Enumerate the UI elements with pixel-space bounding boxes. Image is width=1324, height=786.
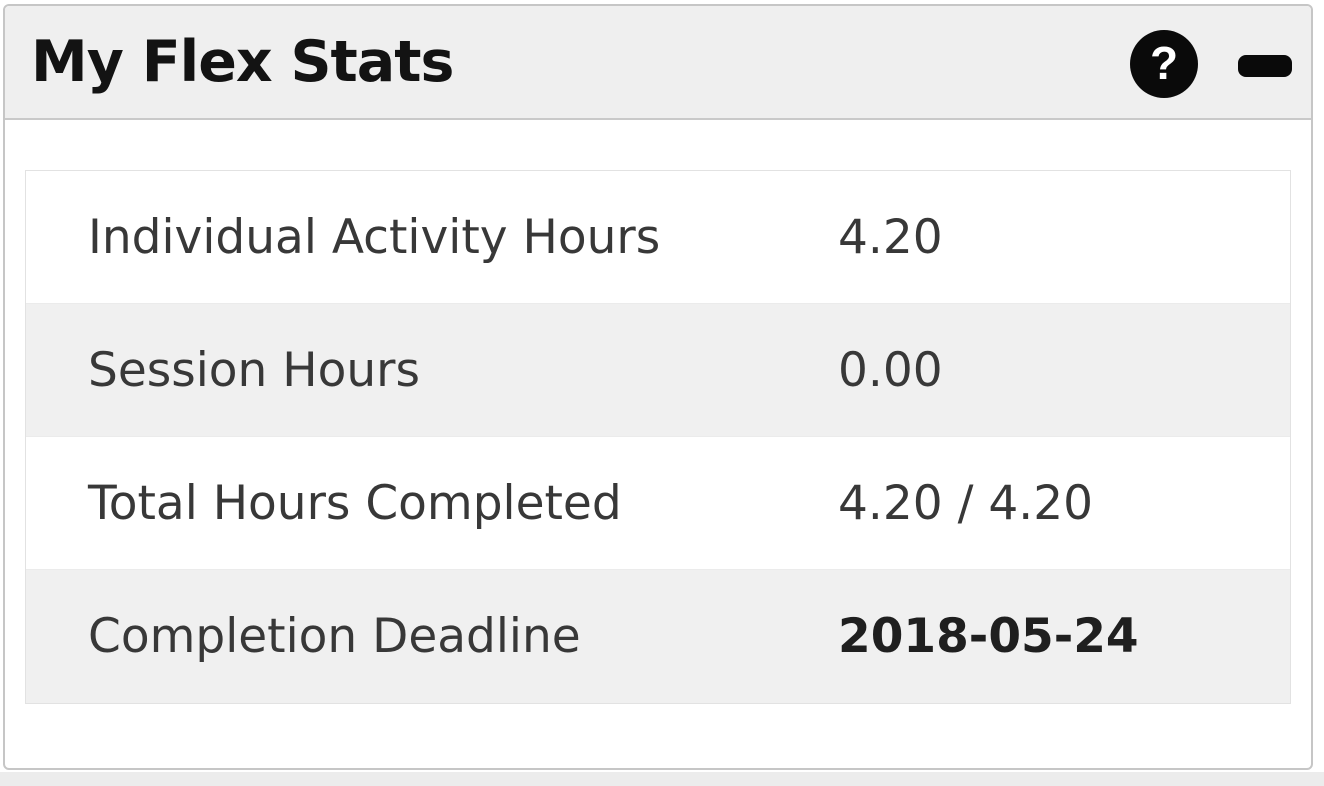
stat-value: 4.20 / 4.20 [838,475,1094,531]
my-flex-stats-widget: My Flex Stats ? Individual Activity Hour… [3,4,1313,770]
stat-label: Individual Activity Hours [88,209,661,265]
stat-value: 0.00 [838,342,943,398]
stat-row: Individual Activity Hours 4.20 [26,171,1290,304]
stat-row: Session Hours 0.00 [26,304,1290,437]
minus-icon [1238,55,1292,77]
stat-label: Total Hours Completed [88,475,622,531]
question-mark-icon: ? [1149,37,1179,89]
page-background-strip [0,772,1324,786]
stat-value: 4.20 [838,209,943,265]
widget-title: My Flex Stats [31,29,454,95]
widget-header: My Flex Stats ? [5,6,1311,120]
stat-value: 2018-05-24 [838,609,1139,664]
stat-label: Completion Deadline [88,609,581,664]
minimize-button[interactable] [1238,55,1292,77]
stat-row: Total Hours Completed 4.20 / 4.20 [26,437,1290,570]
stats-table: Individual Activity Hours 4.20 Session H… [25,170,1291,704]
stat-row: Completion Deadline 2018-05-24 [26,570,1290,703]
stat-label: Session Hours [88,342,420,398]
help-button[interactable]: ? [1130,30,1198,98]
